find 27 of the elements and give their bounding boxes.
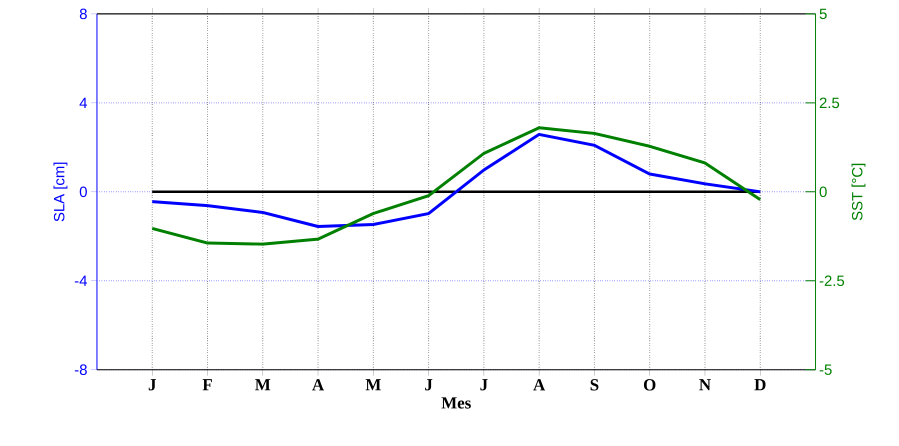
x-tick-label: J	[425, 379, 432, 390]
x-tick-label: D	[754, 379, 766, 390]
y-tick-label: -8	[74, 364, 87, 375]
x-tick-label: M	[366, 379, 381, 390]
y2-tick-label: 0	[820, 186, 827, 197]
x-tick-label: S	[590, 379, 598, 390]
y2-tick-label: -2.5	[820, 275, 844, 286]
y-tick-label: 8	[80, 8, 87, 20]
x-tick-label: N	[699, 379, 711, 390]
y-tick-label: 0	[80, 186, 87, 197]
x-tick-label: J	[480, 379, 488, 390]
y2-axis-title: SST [°C]	[852, 164, 866, 220]
x-tick-label: F	[202, 379, 212, 390]
x-tick-label: J	[148, 379, 156, 390]
line-series	[150, 126, 762, 246]
x-tick-label: M	[255, 379, 270, 390]
y2-tick-label: -5	[820, 364, 832, 375]
x-tick-label: A	[312, 379, 324, 390]
y-axis-title: SLA [cm]	[54, 162, 68, 222]
y2-tick-label: 2.5	[820, 97, 840, 108]
y2-tick-label: 5	[820, 8, 827, 19]
x-tick-label: O	[644, 379, 656, 390]
line-series	[150, 132, 762, 228]
y-tick-label: -4	[74, 276, 88, 286]
x-axis-title: Mes	[442, 397, 471, 408]
y-tick-label: 4	[80, 98, 88, 108]
x-tick-label: A	[533, 379, 546, 390]
